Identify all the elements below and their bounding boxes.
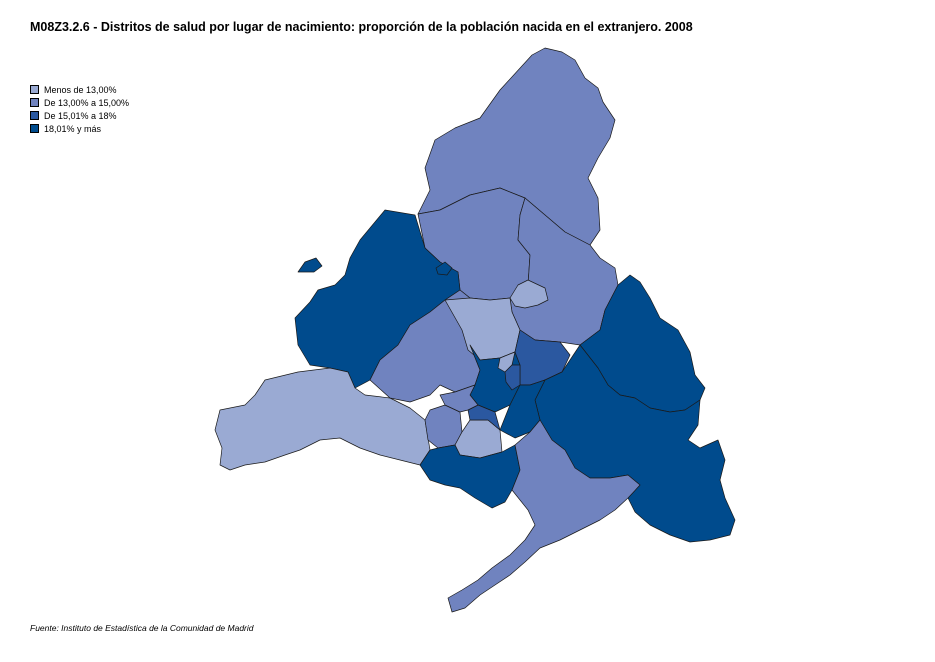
legend-label: De 15,01% a 18% xyxy=(44,110,117,121)
district-north xyxy=(417,47,616,246)
district-west xyxy=(214,367,431,471)
district-north-light xyxy=(509,279,549,309)
district-north-east xyxy=(509,197,619,346)
legend-item-lowest: Menos de 13,00% xyxy=(30,83,129,96)
map-title: M08Z3.2.6 - Distritos de salud por lugar… xyxy=(30,20,693,34)
legend-item-low: De 13,00% a 15,00% xyxy=(30,96,129,109)
legend-label: De 13,00% a 15,00% xyxy=(44,97,130,108)
legend-label: Menos de 13,00% xyxy=(44,84,117,95)
legend-item-high: De 15,01% a 18% xyxy=(30,109,129,122)
district-center-b xyxy=(439,384,479,413)
legend-label: 18,01% y más xyxy=(44,123,102,134)
legend-swatch xyxy=(30,98,39,107)
district-enclave xyxy=(435,261,453,276)
legend-swatch xyxy=(30,124,39,133)
district-south xyxy=(447,419,641,613)
legend-item-highest: 18,01% y más xyxy=(30,122,129,135)
legend-swatch xyxy=(30,111,39,120)
legend-swatch xyxy=(30,85,39,94)
source-note: Fuente: Instituto de Estadística de la C… xyxy=(30,623,254,633)
district-center-d xyxy=(504,364,521,391)
district-exclave xyxy=(297,257,323,273)
district-southwest-mid xyxy=(424,404,463,449)
district-south-central xyxy=(499,379,546,439)
map-legend: Menos de 13,00% De 13,00% a 15,00% De 15… xyxy=(30,83,129,135)
